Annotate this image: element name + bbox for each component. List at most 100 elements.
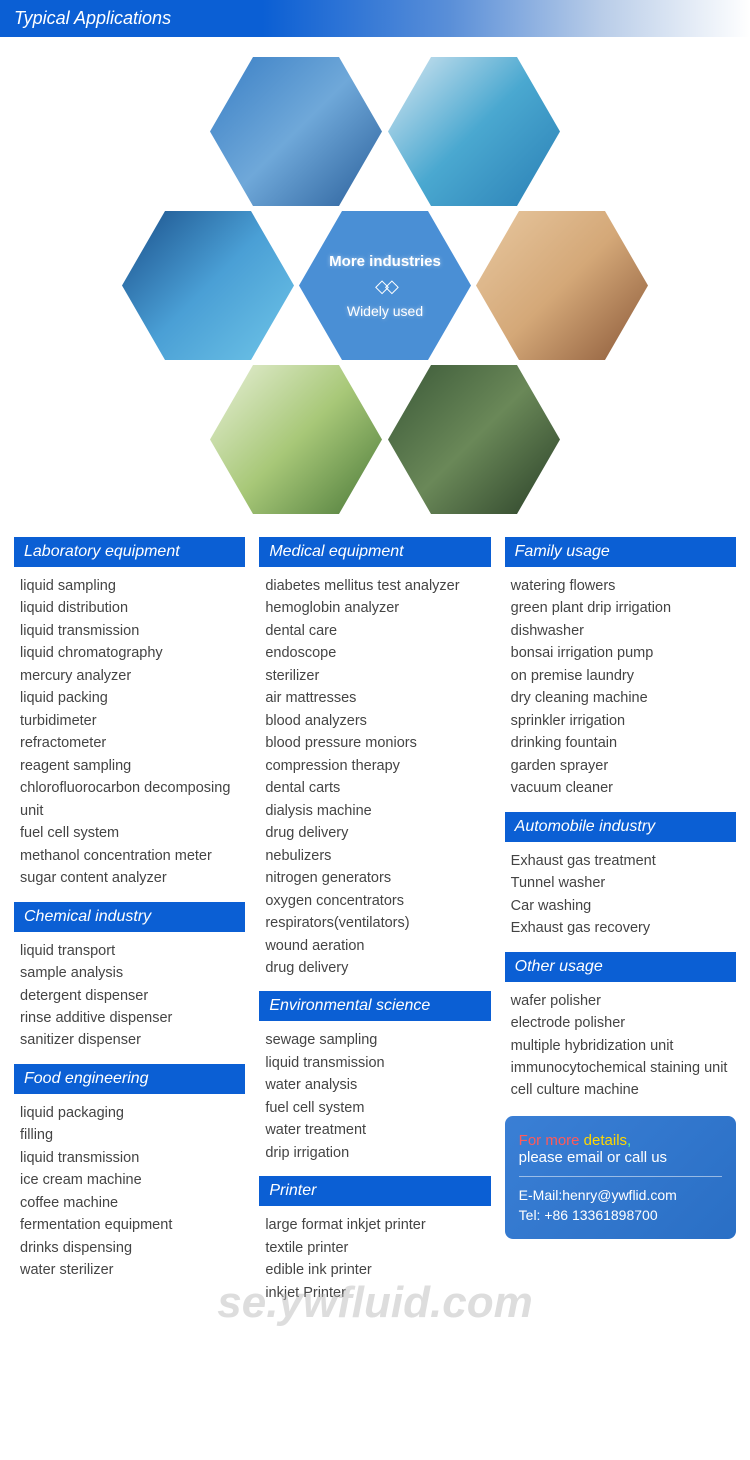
list-item: blood analyzers (265, 710, 484, 732)
list-item: oxygen concentrators (265, 890, 484, 912)
list-item: drip irrigation (265, 1142, 484, 1164)
list-item: Exhaust gas recovery (511, 917, 730, 939)
column-2: Medical equipmentdiabetes mellitus test … (259, 537, 490, 1316)
section: Environmental sciencesewage samplingliqu… (259, 991, 490, 1164)
hex-center-line2: Widely used (347, 303, 423, 319)
list-item: liquid sampling (20, 575, 239, 597)
list-item: liquid distribution (20, 597, 239, 619)
contact-card: For more details,please email or call us… (505, 1116, 736, 1239)
list-item: liquid chromatography (20, 642, 239, 664)
section-body: liquid samplingliquid distribution liquid… (14, 575, 245, 890)
list-item: large format inkjet printer (265, 1214, 484, 1236)
section: Chemical industry liquid transportsample … (14, 902, 245, 1052)
contact-line1: For more details, (519, 1132, 722, 1149)
column-3: Family usagewatering flowersgreen plant … (505, 537, 736, 1316)
list-item: Tunnel washer (511, 872, 730, 894)
list-item: ice cream machine (20, 1169, 239, 1191)
list-item: dialysis machine (265, 800, 484, 822)
list-item: filling (20, 1124, 239, 1146)
list-item: refractometer (20, 732, 239, 754)
section: Other usage wafer polisherelectrode polis… (505, 952, 736, 1102)
section-body: large format inkjet printertextile print… (259, 1214, 490, 1304)
contact-email: E-Mail:henry@ywflid.com (519, 1187, 722, 1203)
list-item: water sterilizer (20, 1259, 239, 1281)
list-item: liquid transport (20, 940, 239, 962)
list-item: textile printer (265, 1237, 484, 1259)
hex-center-line1: More industries (329, 253, 441, 270)
list-item: sanitizer dispenser (20, 1029, 239, 1051)
hex-center-text: More industries ◇◇ Widely used (299, 211, 471, 360)
list-item: liquid packing (20, 687, 239, 709)
section: Family usagewatering flowersgreen plant … (505, 537, 736, 800)
section-header: Other usage (505, 952, 736, 982)
section-header: Printer (259, 1176, 490, 1206)
list-item: bonsai irrigation pump (511, 642, 730, 664)
list-item: sprinkler irrigation (511, 710, 730, 732)
list-item: sterilizer (265, 665, 484, 687)
list-item: green plant drip irrigation (511, 597, 730, 619)
list-item: endoscope (265, 642, 484, 664)
list-item: inkjet Printer (265, 1282, 484, 1304)
list-item: vacuum cleaner (511, 777, 730, 799)
hexagon-infographic: More industries ◇◇ Widely used (0, 47, 750, 537)
list-item: rinse additive dispenser (20, 1007, 239, 1029)
columns-container: Laboratory equipmentliquid samplingliqui… (0, 537, 750, 1336)
diamond-icon: ◇◇ (375, 276, 395, 297)
list-item: fuel cell system (20, 822, 239, 844)
section-header: Environmental science (259, 991, 490, 1021)
list-item: dental care (265, 620, 484, 642)
section-body: diabetes mellitus test analyzerhemoglobi… (259, 575, 490, 979)
list-item: liquid packaging (20, 1102, 239, 1124)
list-item: drinks dispensing (20, 1237, 239, 1259)
list-item: electrode polisher (511, 1012, 730, 1034)
list-item: fermentation equipment (20, 1214, 239, 1236)
list-item: sugar content analyzer (20, 867, 239, 889)
section: Medical equipmentdiabetes mellitus test … (259, 537, 490, 979)
list-item: watering flowers (511, 575, 730, 597)
list-item: blood pressure moniors (265, 732, 484, 754)
list-item: wound aeration (265, 935, 484, 957)
section-header: Automobile industry (505, 812, 736, 842)
list-item: fuel cell system (265, 1097, 484, 1119)
list-item: water treatment (265, 1119, 484, 1141)
list-item: coffee machine (20, 1192, 239, 1214)
list-item: Car washing (511, 895, 730, 917)
section-body: liquid transportsample analysisdetergent… (14, 940, 245, 1052)
section-header: Chemical industry (14, 902, 245, 932)
list-item: dry cleaning machine (511, 687, 730, 709)
list-item: sewage sampling (265, 1029, 484, 1051)
page-title: Typical Applications (14, 8, 171, 28)
hex-recycle-image (210, 365, 382, 514)
list-item: diabetes mellitus test analyzer (265, 575, 484, 597)
list-item: detergent dispenser (20, 985, 239, 1007)
list-item: multiple hybridization unit (511, 1035, 730, 1057)
list-item: edible ink printer (265, 1259, 484, 1281)
contact-tel: Tel: +86 13361898700 (519, 1207, 722, 1223)
list-item: cell culture machine (511, 1079, 730, 1101)
hex-beaker-image (388, 57, 560, 206)
contact-line2: please email or call us (519, 1149, 722, 1177)
list-item: water analysis (265, 1074, 484, 1096)
list-item: chlorofluorocarbon decomposing unit (20, 777, 239, 822)
section-header: Laboratory equipment (14, 537, 245, 567)
list-item: liquid transmission (20, 1147, 239, 1169)
list-item: on premise laundry (511, 665, 730, 687)
list-item: dishwasher (511, 620, 730, 642)
list-item: sample analysis (20, 962, 239, 984)
list-item: wafer polisher (511, 990, 730, 1012)
section: Automobile industryExhaust gas treatment… (505, 812, 736, 940)
list-item: hemoglobin analyzer (265, 597, 484, 619)
list-item: air mattresses (265, 687, 484, 709)
list-item: immunocytochemical staining unit (511, 1057, 730, 1079)
section-body: watering flowersgreen plant drip irrigat… (505, 575, 736, 800)
section: Food engineering liquid packagingfillingl… (14, 1064, 245, 1282)
list-item: turbidimeter (20, 710, 239, 732)
section-body: liquid packagingfillingliquid transmissi… (14, 1102, 245, 1282)
section-body: wafer polisherelectrode polishermultiple… (505, 990, 736, 1102)
section-header: Food engineering (14, 1064, 245, 1094)
list-item: drug delivery (265, 822, 484, 844)
list-item: mercury analyzer (20, 665, 239, 687)
hex-food-image (476, 211, 648, 360)
list-item: dental carts (265, 777, 484, 799)
hex-medical-equipment-image (210, 57, 382, 206)
